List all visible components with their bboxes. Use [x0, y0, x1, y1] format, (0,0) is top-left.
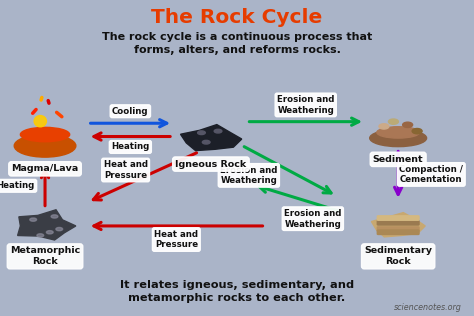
Ellipse shape [14, 135, 76, 157]
Text: Heat and
Pressure: Heat and Pressure [155, 230, 198, 249]
FancyArrowPatch shape [41, 97, 42, 100]
Ellipse shape [388, 119, 398, 124]
Text: Sediment: Sediment [373, 155, 423, 164]
FancyBboxPatch shape [377, 221, 419, 225]
Text: Heat and
Pressure: Heat and Pressure [104, 160, 147, 180]
Ellipse shape [30, 218, 36, 221]
Text: Erosion and
Weathering: Erosion and Weathering [220, 166, 278, 185]
Ellipse shape [34, 116, 46, 127]
Text: Magma/Lava: Magma/Lava [11, 164, 79, 173]
Ellipse shape [202, 140, 210, 144]
Text: The rock cycle is a continuous process that
forms, alters, and reforms rocks.: The rock cycle is a continuous process t… [102, 32, 372, 55]
FancyBboxPatch shape [377, 216, 419, 220]
Text: The Rock Cycle: The Rock Cycle [151, 8, 323, 27]
Text: Cooling: Cooling [112, 107, 149, 116]
FancyArrowPatch shape [48, 100, 49, 103]
Ellipse shape [46, 231, 53, 234]
Text: Heating: Heating [111, 143, 149, 151]
Ellipse shape [37, 234, 44, 237]
Text: Compaction /
Cementation: Compaction / Cementation [400, 165, 463, 184]
FancyArrowPatch shape [33, 110, 36, 113]
FancyBboxPatch shape [377, 230, 419, 234]
Ellipse shape [402, 122, 412, 127]
Polygon shape [181, 125, 242, 151]
Ellipse shape [412, 129, 422, 134]
Ellipse shape [198, 131, 205, 135]
FancyBboxPatch shape [377, 227, 419, 231]
Text: Heating: Heating [0, 181, 35, 190]
Ellipse shape [51, 215, 58, 218]
Ellipse shape [370, 130, 427, 147]
Text: It relates igneous, sedimentary, and
metamorphic rocks to each other.: It relates igneous, sedimentary, and met… [120, 280, 354, 303]
Text: Sedimentary
Rock: Sedimentary Rock [364, 246, 432, 266]
Text: Erosion and
Weathering: Erosion and Weathering [277, 95, 335, 115]
FancyArrowPatch shape [57, 112, 62, 117]
Text: Metamorphic
Rock: Metamorphic Rock [10, 246, 80, 266]
Text: Igneous Rock: Igneous Rock [175, 160, 246, 168]
Ellipse shape [377, 127, 419, 138]
Ellipse shape [214, 129, 222, 133]
Ellipse shape [20, 127, 70, 142]
Ellipse shape [379, 124, 389, 129]
Polygon shape [18, 210, 76, 240]
Text: Erosion and
Weathering: Erosion and Weathering [284, 209, 342, 228]
Polygon shape [372, 213, 425, 237]
Text: sciencenotes.org: sciencenotes.org [394, 303, 462, 312]
Ellipse shape [56, 228, 63, 231]
